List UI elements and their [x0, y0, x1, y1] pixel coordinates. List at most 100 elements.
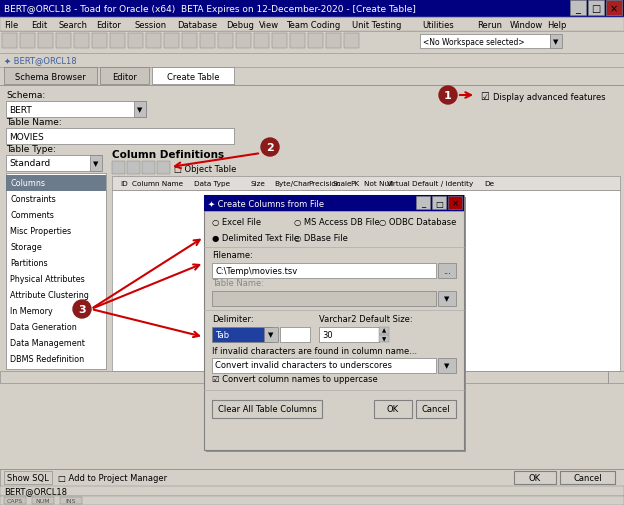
Text: Columns: Columns	[10, 179, 45, 188]
Bar	[0, 371, 608, 383]
Text: Default / Identity: Default / Identity	[412, 181, 473, 187]
Text: Database: Database	[177, 21, 218, 29]
Bar	[204, 195, 464, 450]
Text: ID: ID	[120, 181, 128, 187]
Text: Cancel: Cancel	[573, 474, 602, 483]
Bar	[0, 496, 624, 505]
Bar	[236, 34, 251, 49]
Bar	[319, 327, 379, 342]
Bar	[212, 291, 436, 307]
Bar	[560, 471, 615, 484]
Bar	[128, 34, 143, 49]
Bar	[60, 497, 82, 504]
Text: Comments: Comments	[10, 211, 54, 220]
Text: ○ DBase File: ○ DBase File	[294, 233, 348, 242]
Bar	[112, 190, 620, 371]
Text: Size: Size	[250, 181, 265, 187]
Bar	[0, 68, 624, 86]
Text: ✦ Create Columns from File: ✦ Create Columns from File	[208, 199, 324, 208]
Text: Table Name:: Table Name:	[6, 117, 62, 126]
Text: De: De	[484, 181, 494, 187]
Bar	[290, 34, 305, 49]
Text: Data Type: Data Type	[194, 181, 230, 187]
Bar	[218, 34, 233, 49]
Text: Show SQL: Show SQL	[7, 474, 49, 483]
Bar	[606, 1, 622, 16]
Text: ×: ×	[452, 199, 459, 208]
Bar	[206, 197, 466, 452]
Bar	[438, 291, 456, 307]
Bar	[4, 471, 52, 484]
Bar	[416, 196, 430, 210]
Text: MOVIES: MOVIES	[9, 132, 44, 141]
Text: Storage: Storage	[10, 243, 42, 252]
Bar	[374, 400, 412, 418]
Bar	[6, 129, 234, 145]
Bar	[0, 0, 624, 18]
Bar	[0, 86, 624, 469]
Bar	[20, 34, 35, 49]
Bar	[112, 177, 620, 190]
Text: CAPS: CAPS	[7, 498, 23, 503]
Text: Convert invalid characters to underscores: Convert invalid characters to underscore…	[215, 361, 392, 370]
Text: Byte/Char: Byte/Char	[274, 181, 310, 187]
Text: Physical Attributes: Physical Attributes	[10, 275, 85, 284]
Bar	[608, 371, 624, 383]
Text: Data Generation: Data Generation	[10, 323, 77, 332]
Bar	[127, 162, 140, 175]
Bar	[134, 102, 146, 118]
Text: Schema Browser: Schema Browser	[15, 72, 86, 81]
Bar	[379, 335, 389, 342]
Text: <No Workspace selected>: <No Workspace selected>	[423, 37, 525, 46]
Text: Precision: Precision	[308, 181, 340, 187]
Text: Scale: Scale	[332, 181, 351, 187]
Text: Window: Window	[510, 21, 543, 29]
Bar	[6, 176, 106, 191]
Bar	[308, 34, 323, 49]
Text: 1: 1	[444, 91, 452, 101]
Bar	[212, 264, 436, 278]
Bar	[272, 34, 287, 49]
Text: Data Management: Data Management	[10, 339, 85, 348]
Text: ▼: ▼	[137, 107, 143, 113]
Text: Team Coding: Team Coding	[286, 21, 340, 29]
Text: ☑ Convert column names to uppercase: ☑ Convert column names to uppercase	[212, 375, 378, 384]
Circle shape	[439, 87, 457, 105]
Text: Help: Help	[547, 21, 567, 29]
Bar	[326, 34, 341, 49]
Bar	[112, 162, 125, 175]
Bar	[280, 327, 310, 342]
Text: ▼: ▼	[94, 161, 99, 167]
Bar	[142, 162, 155, 175]
Text: ▼: ▼	[444, 295, 450, 301]
Text: Utilities: Utilities	[422, 21, 454, 29]
Text: BERT@ORCL18 - Toad for Oracle (x64)  BETA Expires on 12-December-2020 - [Create : BERT@ORCL18 - Toad for Oracle (x64) BETA…	[4, 5, 416, 14]
Text: ○ MS Access DB File: ○ MS Access DB File	[294, 218, 380, 227]
Text: Edit: Edit	[31, 21, 47, 29]
Bar	[344, 34, 359, 49]
Bar	[152, 68, 234, 85]
Text: Filename:: Filename:	[212, 251, 253, 260]
Bar	[212, 400, 322, 418]
Bar	[212, 358, 436, 373]
Bar	[2, 34, 17, 49]
Bar	[56, 34, 71, 49]
Text: Not Null: Not Null	[364, 181, 393, 187]
Bar	[182, 34, 197, 49]
Bar	[212, 327, 272, 342]
Text: ×: ×	[610, 4, 618, 14]
Text: Column Definitions: Column Definitions	[112, 149, 224, 160]
Text: □ Add to Project Manager: □ Add to Project Manager	[58, 474, 167, 483]
Text: Table Type:: Table Type:	[6, 144, 56, 153]
Bar	[100, 68, 149, 85]
Text: NUM: NUM	[36, 498, 51, 503]
Bar	[254, 34, 269, 49]
Bar	[379, 327, 389, 334]
Bar	[74, 34, 89, 49]
Text: Tab: Tab	[215, 330, 229, 339]
Text: If invalid characters are found in column name...: If invalid characters are found in colum…	[212, 346, 417, 355]
Bar	[0, 18, 624, 32]
Text: PK: PK	[350, 181, 359, 187]
Text: ☑: ☑	[480, 92, 489, 102]
Text: Create Table: Create Table	[167, 72, 219, 81]
